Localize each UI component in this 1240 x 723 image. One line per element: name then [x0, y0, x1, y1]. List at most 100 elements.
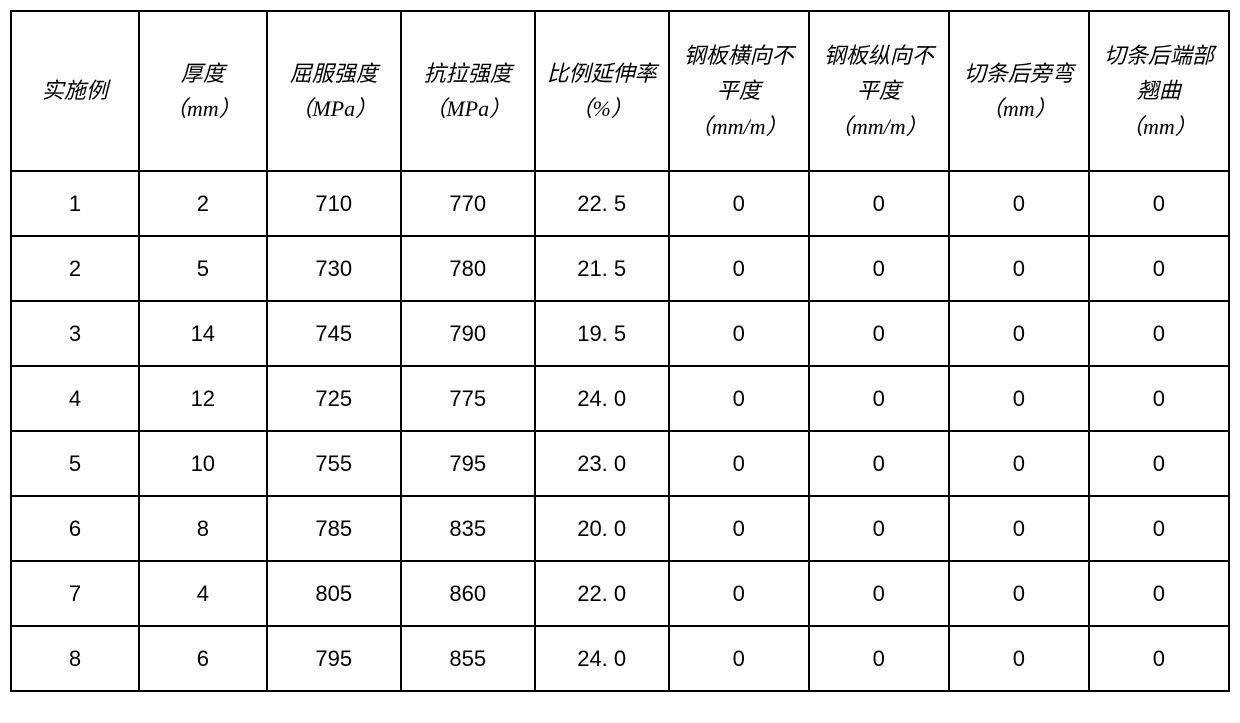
cell-elongation: 19. 5 [535, 301, 669, 366]
cell-end-warp: 0 [1089, 301, 1229, 366]
header-label: 厚度 [181, 61, 225, 86]
cell-elongation: 24. 0 [535, 626, 669, 691]
header-row: 实施例 厚度 （mm） 屈服强度 （MPa） 抗拉强度 （MPa） 比例延伸率 … [11, 11, 1229, 171]
header-unit: （mm/m） [690, 114, 788, 139]
header-cell-thickness: 厚度 （mm） [139, 11, 267, 171]
header-unit: （MPa） [290, 96, 377, 121]
cell-thickness: 5 [139, 236, 267, 301]
cell-elongation: 24. 0 [535, 366, 669, 431]
cell-example: 3 [11, 301, 139, 366]
cell-example: 2 [11, 236, 139, 301]
table-row: 8 6 795 855 24. 0 0 0 0 0 [11, 626, 1229, 691]
cell-yield-strength: 795 [267, 626, 401, 691]
header-cell-side-bend: 切条后旁弯 （mm） [949, 11, 1089, 171]
header-label: 抗拉强度 [424, 61, 512, 86]
cell-longitudinal-flatness: 0 [809, 301, 949, 366]
header-cell-elongation: 比例延伸率 （%） [535, 11, 669, 171]
cell-yield-strength: 805 [267, 561, 401, 626]
cell-side-bend: 0 [949, 626, 1089, 691]
cell-example: 6 [11, 496, 139, 561]
cell-side-bend: 0 [949, 431, 1089, 496]
header-cell-transverse-flatness: 钢板横向不平度 （mm/m） [669, 11, 809, 171]
cell-side-bend: 0 [949, 366, 1089, 431]
header-label: 钢板横向不平度 [684, 43, 794, 103]
cell-example: 1 [11, 171, 139, 236]
cell-longitudinal-flatness: 0 [809, 626, 949, 691]
table-row: 1 2 710 770 22. 5 0 0 0 0 [11, 171, 1229, 236]
header-cell-tensile-strength: 抗拉强度 （MPa） [401, 11, 535, 171]
header-unit: （%） [571, 96, 633, 121]
cell-thickness: 10 [139, 431, 267, 496]
header-label: 屈服强度 [290, 61, 378, 86]
cell-example: 8 [11, 626, 139, 691]
cell-transverse-flatness: 0 [669, 366, 809, 431]
cell-elongation: 21. 5 [535, 236, 669, 301]
header-cell-yield-strength: 屈服强度 （MPa） [267, 11, 401, 171]
cell-thickness: 4 [139, 561, 267, 626]
cell-longitudinal-flatness: 0 [809, 496, 949, 561]
cell-yield-strength: 710 [267, 171, 401, 236]
cell-longitudinal-flatness: 0 [809, 561, 949, 626]
cell-yield-strength: 755 [267, 431, 401, 496]
header-label: 实施例 [42, 78, 108, 103]
cell-transverse-flatness: 0 [669, 301, 809, 366]
cell-side-bend: 0 [949, 561, 1089, 626]
cell-transverse-flatness: 0 [669, 236, 809, 301]
cell-elongation: 22. 5 [535, 171, 669, 236]
cell-end-warp: 0 [1089, 496, 1229, 561]
header-label: 钢板纵向不平度 [824, 43, 934, 103]
cell-transverse-flatness: 0 [669, 431, 809, 496]
cell-end-warp: 0 [1089, 626, 1229, 691]
cell-end-warp: 0 [1089, 561, 1229, 626]
cell-longitudinal-flatness: 0 [809, 366, 949, 431]
cell-example: 7 [11, 561, 139, 626]
cell-thickness: 12 [139, 366, 267, 431]
table-row: 3 14 745 790 19. 5 0 0 0 0 [11, 301, 1229, 366]
cell-side-bend: 0 [949, 171, 1089, 236]
cell-transverse-flatness: 0 [669, 496, 809, 561]
table-row: 4 12 725 775 24. 0 0 0 0 0 [11, 366, 1229, 431]
cell-tensile-strength: 855 [401, 626, 535, 691]
cell-elongation: 22. 0 [535, 561, 669, 626]
cell-yield-strength: 745 [267, 301, 401, 366]
header-label: 切条后旁弯 [964, 61, 1074, 86]
header-unit: （mm） [165, 96, 241, 121]
cell-side-bend: 0 [949, 496, 1089, 561]
cell-tensile-strength: 860 [401, 561, 535, 626]
header-cell-longitudinal-flatness: 钢板纵向不平度 （mm/m） [809, 11, 949, 171]
header-unit: （mm/m） [830, 114, 928, 139]
header-unit: （mm） [1121, 114, 1197, 139]
data-table-container: 实施例 厚度 （mm） 屈服强度 （MPa） 抗拉强度 （MPa） 比例延伸率 … [10, 10, 1230, 692]
cell-thickness: 6 [139, 626, 267, 691]
header-unit: （MPa） [424, 96, 511, 121]
cell-yield-strength: 725 [267, 366, 401, 431]
header-cell-example: 实施例 [11, 11, 139, 171]
cell-tensile-strength: 780 [401, 236, 535, 301]
cell-transverse-flatness: 0 [669, 171, 809, 236]
cell-tensile-strength: 835 [401, 496, 535, 561]
cell-longitudinal-flatness: 0 [809, 171, 949, 236]
cell-example: 5 [11, 431, 139, 496]
table-row: 7 4 805 860 22. 0 0 0 0 0 [11, 561, 1229, 626]
cell-elongation: 20. 0 [535, 496, 669, 561]
header-cell-end-warp: 切条后端部翘曲 （mm） [1089, 11, 1229, 171]
table-row: 2 5 730 780 21. 5 0 0 0 0 [11, 236, 1229, 301]
cell-yield-strength: 785 [267, 496, 401, 561]
cell-transverse-flatness: 0 [669, 626, 809, 691]
cell-example: 4 [11, 366, 139, 431]
table-header: 实施例 厚度 （mm） 屈服强度 （MPa） 抗拉强度 （MPa） 比例延伸率 … [11, 11, 1229, 171]
cell-thickness: 8 [139, 496, 267, 561]
cell-tensile-strength: 795 [401, 431, 535, 496]
cell-end-warp: 0 [1089, 366, 1229, 431]
cell-end-warp: 0 [1089, 171, 1229, 236]
cell-longitudinal-flatness: 0 [809, 236, 949, 301]
cell-elongation: 23. 0 [535, 431, 669, 496]
cell-tensile-strength: 790 [401, 301, 535, 366]
cell-transverse-flatness: 0 [669, 561, 809, 626]
cell-side-bend: 0 [949, 236, 1089, 301]
cell-longitudinal-flatness: 0 [809, 431, 949, 496]
table-row: 6 8 785 835 20. 0 0 0 0 0 [11, 496, 1229, 561]
table-row: 5 10 755 795 23. 0 0 0 0 0 [11, 431, 1229, 496]
data-table: 实施例 厚度 （mm） 屈服强度 （MPa） 抗拉强度 （MPa） 比例延伸率 … [10, 10, 1230, 692]
cell-thickness: 2 [139, 171, 267, 236]
